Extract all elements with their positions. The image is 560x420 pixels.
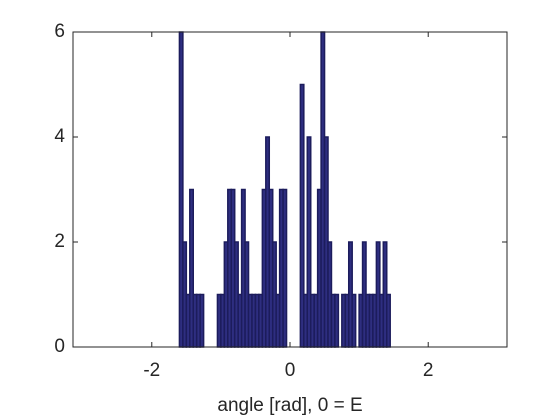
x-axis-label: angle [rad], 0 = E: [217, 395, 362, 416]
y-tick-label: 0: [54, 336, 65, 357]
x-tick-label: -2: [143, 360, 160, 381]
y-tick-label: 4: [54, 126, 65, 147]
axes-box: [72, 31, 508, 348]
bar: [386, 293, 391, 348]
y-tick-label: 2: [54, 231, 65, 252]
x-tick-label: 0: [285, 360, 296, 381]
y-tick-label: 6: [54, 21, 65, 42]
bar: [282, 188, 288, 348]
bar: [334, 293, 340, 348]
x-tick-label: 2: [423, 360, 434, 381]
bar: [199, 293, 205, 348]
bar: [351, 293, 357, 348]
